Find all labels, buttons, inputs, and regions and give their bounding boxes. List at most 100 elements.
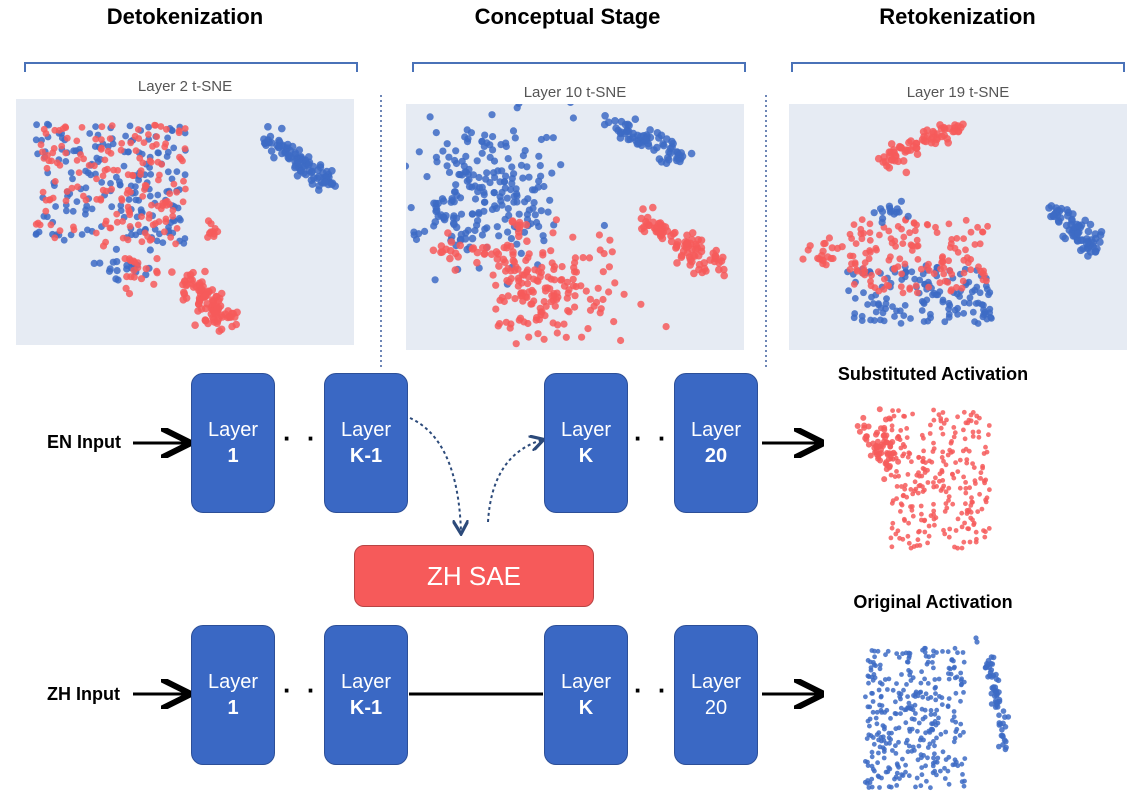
scatter-point [147,171,155,178]
scatter-point [900,536,906,542]
scatter-point [157,205,165,213]
scatter-point [410,231,418,239]
scatter-point [953,284,960,291]
scatter-point [153,255,161,263]
scatter-point [104,165,111,173]
stage-bracket-detokenization [24,62,358,72]
scatter-point [546,285,554,293]
scatter-point [874,429,880,436]
scatter-point [904,682,909,687]
scatter-point [549,319,557,327]
scatter-point [988,690,995,697]
scatter-point [1057,204,1066,213]
scatter-point [898,501,904,507]
scatter-point [137,171,144,178]
scatter-point [157,123,165,130]
scatter-point [950,501,956,507]
scatter-point [876,687,882,693]
scatter-point [131,132,139,140]
scatter-point [498,188,506,197]
scatter-point [882,746,887,752]
scatter-point [215,304,223,312]
scatter-point [284,140,292,149]
scatter-point [896,255,904,263]
scatter-point [932,711,938,717]
scatter-point [173,168,181,175]
scatter-point [974,639,980,645]
scatter-point [938,418,944,424]
scatter-point [120,162,128,170]
scatter-point [105,267,114,275]
scatter-point [310,174,318,182]
scatter-point [93,196,101,203]
scatter-point [529,288,537,296]
scatter-point [631,115,640,123]
scatter-point [471,195,480,203]
scatter-point [673,241,681,249]
scatter-point [989,661,996,667]
scatter-point [480,198,489,206]
panel-caption-layer19: Layer 19 t-SNE [906,84,1010,101]
scatter-point [945,220,953,228]
scatter-point [989,674,995,680]
scatter-point [954,311,961,318]
panel-caption-layer2: Layer 2 t-SNE [137,78,233,95]
scatter-point [445,153,453,161]
scatter-point [507,242,515,250]
scatter-point [1062,221,1071,230]
scatter-point [960,650,966,655]
scatter-point [992,684,999,690]
scatter-point [888,535,894,541]
scatter-point [908,247,916,254]
scatter-point [931,407,936,413]
scatter-point [450,220,458,229]
scatter-point [98,123,106,131]
scatter-point [516,314,525,322]
scatter-point [854,423,861,429]
scatter-point [905,533,911,539]
scatter-point [616,129,625,138]
scatter-point [481,131,489,139]
scatter-point [932,768,938,774]
scatter-point [961,690,966,695]
scatter-point [939,296,947,304]
scatter-point [121,255,129,263]
scatter-point [694,236,702,244]
scatter-point [962,436,968,442]
scatter-point [70,226,78,234]
scatter-point [961,409,967,415]
scatter-point [169,212,177,220]
scatter-point [558,263,566,271]
scatter-point [881,275,888,283]
scatter-point [926,654,932,660]
scatter-point [146,246,154,254]
scatter-point [961,729,966,735]
scatter-point [960,269,968,277]
scatter-point [850,221,858,228]
scatter-point [935,755,941,761]
scatter-point [908,504,913,510]
scatter-point [799,255,807,263]
scatter-point [943,729,949,735]
scatter-point [972,478,978,484]
scatter-point [907,726,912,732]
scatter-point [513,240,521,248]
substituted-activation-scatter [854,406,992,551]
scatter-point [130,273,138,281]
scatter-point [117,202,125,209]
scatter-point [915,757,921,763]
scatter-point [866,732,872,738]
scatter-point [1076,223,1085,232]
scatter-point [947,666,953,672]
scatter-point [848,260,855,268]
scatter-point [940,486,945,491]
scatter-point [964,460,970,466]
scatter-point [878,218,886,226]
scatter-point [925,659,931,665]
scatter-point [945,704,951,710]
scatter-point [927,741,933,747]
scatter-point [507,267,515,275]
scatter-point [973,283,981,291]
scatter-point [941,527,946,533]
scatter-point [983,477,989,483]
